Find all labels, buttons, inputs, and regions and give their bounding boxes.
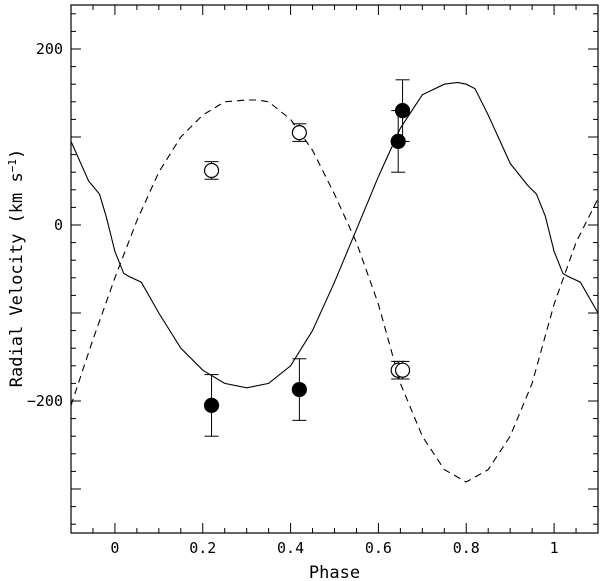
- x-tick-label: 1: [550, 539, 559, 557]
- x-tick-label: 0: [110, 539, 119, 557]
- open-data-point: [203, 162, 220, 179]
- solid-model-curve: [70, 81, 599, 389]
- y-axis-title: Radial Velocity (km s−1): [6, 149, 27, 387]
- x-tick-label: 0.8: [453, 539, 480, 557]
- y-tick-label: 200: [36, 40, 63, 58]
- filled-data-point: [394, 102, 411, 119]
- y-axis-title-main: Radial Velocity (km s: [7, 172, 27, 387]
- y-tick-label: 0: [54, 216, 63, 234]
- x-tick-label: 0.6: [365, 539, 392, 557]
- data-points: [203, 79, 411, 437]
- y-tick-label: −200: [27, 392, 63, 410]
- x-axis-title: Phase: [309, 563, 360, 581]
- model-curves: [70, 81, 599, 483]
- plot-frame: [70, 4, 599, 534]
- filled-data-point: [203, 397, 220, 413]
- dashed-model-curve: [70, 99, 599, 483]
- open-data-point: [291, 125, 307, 141]
- y-axis-title-close: ): [7, 149, 27, 159]
- y-axis-title-unit-exponent: −1: [6, 159, 19, 172]
- open-data-point: [394, 362, 411, 378]
- filled-data-point: [291, 381, 307, 398]
- x-tick-label: 0.4: [277, 539, 304, 557]
- x-tick-label: 0.2: [189, 539, 216, 557]
- axis-ticks: [71, 5, 599, 533]
- tick-labels: 0 0.2 0.4 0.6 0.8 1 −200 0 200: [27, 40, 559, 557]
